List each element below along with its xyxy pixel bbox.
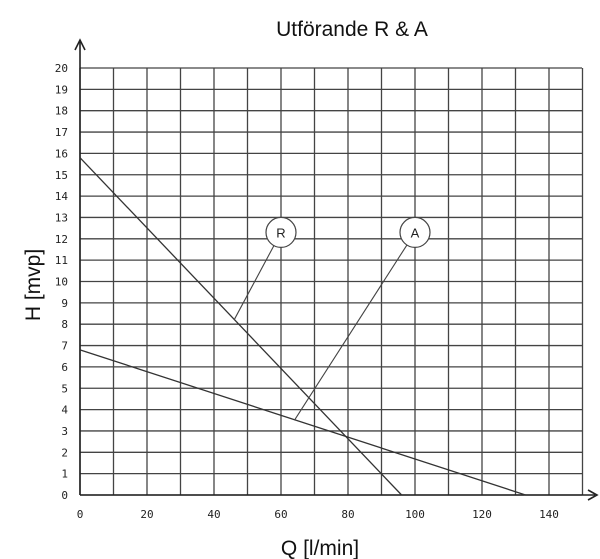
y-tick-label: 16 [55, 147, 68, 160]
y-tick-label: 17 [55, 126, 68, 139]
y-tick-label: 8 [61, 318, 68, 331]
x-axis-arrow [587, 489, 599, 501]
y-tick-label: 12 [55, 233, 68, 246]
y-tick-label: 0 [61, 489, 68, 502]
callout-label-a: A [411, 225, 420, 240]
x-tick-labels: 0 20 40 60 80 100 120 140 [77, 508, 559, 521]
x-tick-label: 140 [539, 508, 559, 521]
y-tick-label: 3 [61, 425, 68, 438]
callout-circle-a [399, 216, 431, 248]
series-line-a [79, 349, 526, 496]
chart-title: Utförande R & A [276, 18, 428, 41]
y-tick-label: 15 [55, 169, 68, 182]
y-tick-label: 6 [61, 361, 68, 374]
x-tick-label: 40 [207, 508, 220, 521]
y-tick-label: 13 [55, 211, 68, 224]
y-axis-label: H [mvp] [22, 249, 45, 321]
y-tick-label: 9 [61, 297, 68, 310]
axes [74, 38, 599, 501]
series-line-r [79, 157, 403, 496]
x-tick-label: 80 [341, 508, 354, 521]
y-tick-label: 2 [61, 446, 68, 459]
callout-circle-r [265, 216, 297, 248]
y-tick-label: 14 [55, 190, 69, 203]
y-tick-label: 11 [55, 254, 68, 267]
y-tick-label: 19 [55, 83, 68, 96]
x-axis-label: Q [l/min] [281, 537, 359, 559]
y-tick-label: 10 [55, 276, 68, 289]
callout-leader-a [293, 244, 408, 421]
y-tick-label: 5 [61, 382, 68, 395]
callout-label-r: R [276, 225, 285, 240]
x-tick-label: 100 [405, 508, 425, 521]
x-tick-label: 20 [140, 508, 153, 521]
y-tick-label: 4 [61, 404, 68, 417]
grid [79, 67, 584, 496]
y-tick-label: 7 [61, 340, 68, 353]
x-tick-label: 60 [274, 508, 287, 521]
y-tick-label: 20 [55, 62, 68, 75]
y-tick-label: 1 [61, 468, 68, 481]
series [79, 157, 526, 496]
x-tick-label: 120 [472, 508, 492, 521]
y-tick-label: 18 [55, 105, 68, 118]
callout-leader-r [233, 245, 275, 321]
y-axis-arrow [74, 38, 86, 51]
x-tick-label: 0 [77, 508, 84, 521]
